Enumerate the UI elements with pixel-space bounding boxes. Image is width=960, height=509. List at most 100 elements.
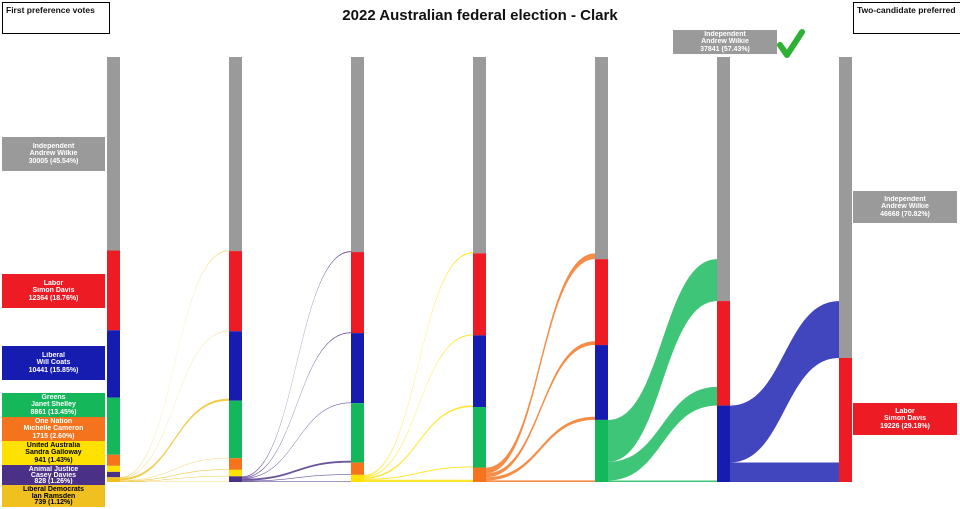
sankey-ribbon-uap-to-liberal: [364, 405, 473, 479]
sankey-ribbon-greens-to-labor: [608, 386, 717, 481]
party-name: Independent: [884, 195, 926, 203]
party-name: Greens: [41, 394, 66, 401]
sankey-ribbon-animal_justice-to-one_nation: [242, 474, 351, 482]
sankey-bar-round4-greens: [473, 407, 486, 468]
sankey-bar-round3-one_nation: [351, 462, 364, 475]
candidate-name: Will Coats: [36, 359, 71, 367]
vote-count: 1715 (2.60%): [32, 432, 75, 440]
sankey-bar-round1-labor: [107, 250, 120, 331]
sankey-bar-round2-animal_justice: [229, 476, 242, 482]
vote-count: 10441 (15.85%): [28, 366, 79, 374]
label-first-pref-liberal: Liberal Will Coats 10441 (15.85%): [2, 346, 105, 380]
sankey-bar-round4-wilkie: [473, 57, 486, 254]
party-name: Liberal Democrats: [22, 486, 85, 493]
sankey-bar-round6-labor: [717, 301, 730, 406]
sankey-bar-round2-one_nation: [229, 458, 242, 470]
sankey-ribbon-liberal-to-labor: [730, 462, 839, 482]
party-name: Labor: [43, 279, 64, 287]
sankey-bar-round3-labor: [351, 252, 364, 334]
sankey-ribbon-liberal-to-wilkie: [730, 301, 839, 463]
sankey-bar-round4-labor: [473, 253, 486, 336]
sankey-bar-round5-wilkie: [595, 57, 608, 260]
sankey-ribbon-uap-to-wilkie: [364, 252, 473, 477]
candidate-name: Simon Davis: [883, 415, 926, 423]
first-preference-header: First preference votes: [2, 2, 110, 34]
sankey-bar-round3-wilkie: [351, 57, 364, 253]
party-name: Labor: [895, 407, 915, 415]
sankey-ribbon-greens-to-wilkie: [608, 259, 717, 462]
sankey-bar-round2-labor: [229, 251, 242, 332]
vote-count: 30005 (45.54%): [28, 157, 79, 165]
sankey-ribbon-ldp-to-uap: [120, 475, 229, 482]
party-name: United Australia: [26, 442, 81, 449]
sankey-ribbon-animal_justice-to-greens: [242, 460, 351, 481]
sankey-ribbon-ldp-to-one_nation: [120, 469, 229, 482]
sankey-ribbon-ldp-to-labor: [120, 330, 229, 479]
sankey-bar-round5-liberal: [595, 345, 608, 420]
sankey-bar-round1-animal_justice: [107, 471, 120, 478]
sankey-ribbon-uap-to-labor: [364, 334, 473, 478]
winner-checkmark-icon: [777, 29, 805, 58]
page-title: 2022 Australian federal election - Clark: [342, 7, 618, 24]
label-first-pref-greens: Greens Janet Shelley 8861 (13.45%): [2, 393, 105, 417]
sankey-bar-round1-greens: [107, 397, 120, 455]
label-tcp-independent: Independent Andrew Wilkie 46668 (70.82%): [853, 191, 957, 223]
sankey-bar-round5-labor: [595, 259, 608, 346]
sankey-ribbon-one_nation-to-wilkie: [486, 253, 595, 474]
label-first-pref-united-australia: United Australia Sandra Galloway 941 (1.…: [2, 441, 105, 465]
label-tcp-labor: Labor Simon Davis 19226 (29.18%): [853, 403, 957, 435]
party-name: Liberal: [42, 351, 65, 359]
sankey-ribbon-ldp-to-wilkie: [120, 250, 229, 478]
label-first-pref-labor: Labor Simon Davis 12364 (18.76%): [2, 274, 105, 308]
vote-count: 19226 (29.18%): [880, 422, 930, 430]
sankey-bar-round3-uap: [351, 474, 364, 482]
vote-count: 37841 (57.43%): [700, 45, 750, 53]
label-first-pref-liberal-democrats: Liberal Democrats Ian Ramsden 739 (1.12%…: [2, 485, 105, 507]
candidate-name: Janet Shelley: [31, 401, 76, 409]
party-name: Independent: [32, 142, 75, 150]
sankey-bar-round4-one_nation: [473, 467, 486, 482]
sankey-bar-round2-wilkie: [229, 57, 242, 252]
sankey-bar-round2-liberal: [229, 331, 242, 401]
sankey-ribbon-one_nation-to-greens: [486, 480, 595, 482]
sankey-bar-round1-one_nation: [107, 454, 120, 466]
sankey-ribbon-one_nation-to-liberal: [486, 416, 595, 481]
party-name: Independent: [704, 31, 746, 38]
candidate-name: Casey Davies: [30, 472, 77, 478]
vote-count: 8861 (13.45%): [30, 408, 77, 416]
party-name: Animal Justice: [28, 466, 79, 472]
sankey-bar-round6-liberal: [717, 405, 730, 482]
label-first-pref-one-nation: One Nation Michelle Cameron 1715 (2.60%): [2, 417, 105, 441]
sankey-bar-round7-labor: [839, 357, 852, 482]
sankey-ribbon-ldp-to-liberal: [120, 398, 229, 481]
sankey-bar-round3-liberal: [351, 333, 364, 404]
label-first-pref-independent: Independent Andrew Wilkie 30005 (45.54%): [2, 137, 105, 171]
sankey-bar-round7-wilkie: [839, 57, 852, 358]
sankey-bar-round5-greens: [595, 419, 608, 482]
sankey-bar-round6-wilkie: [717, 57, 730, 302]
candidate-name: Andrew Wilkie: [29, 150, 78, 158]
candidate-name: Sandra Galloway: [25, 449, 82, 457]
sankey-bar-round4-liberal: [473, 335, 486, 408]
sankey-ribbon-uap-to-one_nation: [364, 479, 473, 482]
party-name: One Nation: [34, 418, 73, 425]
vote-count: 828 (1.26%): [34, 478, 73, 484]
label-first-pref-animal-justice: Animal Justice Casey Davies 828 (1.26%): [2, 465, 105, 485]
vote-count: 46668 (70.82%): [880, 210, 930, 218]
vote-count: 941 (1.43%): [34, 456, 73, 464]
sankey-ribbon-animal_justice-to-wilkie: [242, 251, 351, 478]
candidate-name: Ian Ramsden: [31, 492, 76, 500]
sankey-bar-round2-uap: [229, 469, 242, 477]
candidate-name: Andrew Wilkie: [881, 203, 929, 211]
sankey-bar-round1-ldp: [107, 477, 120, 482]
sankey-ribbon-animal_justice-to-liberal: [242, 402, 351, 479]
sankey-ribbon-ldp-to-greens: [120, 457, 229, 481]
sankey-ribbon-animal_justice-to-uap: [242, 481, 351, 482]
candidate-name: Andrew Wilkie: [701, 38, 749, 46]
label-winner-majority: Independent Andrew Wilkie 37841 (57.43%): [673, 30, 777, 54]
candidate-name: Simon Davis: [32, 287, 75, 295]
sankey-ribbon-uap-to-greens: [364, 466, 473, 480]
vote-count: 739 (1.12%): [34, 499, 73, 507]
